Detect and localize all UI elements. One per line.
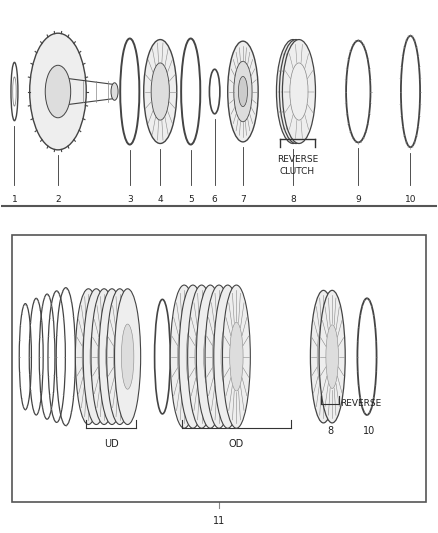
Text: 7: 7 bbox=[240, 195, 246, 204]
Ellipse shape bbox=[75, 289, 102, 424]
Ellipse shape bbox=[319, 290, 345, 423]
Ellipse shape bbox=[121, 324, 134, 389]
Ellipse shape bbox=[234, 61, 252, 122]
Ellipse shape bbox=[91, 289, 117, 424]
Text: 5: 5 bbox=[188, 195, 194, 204]
Ellipse shape bbox=[195, 322, 208, 391]
Text: REVERSE
CLUTCH: REVERSE CLUTCH bbox=[277, 155, 318, 176]
Ellipse shape bbox=[151, 63, 170, 120]
Ellipse shape bbox=[187, 285, 215, 428]
Ellipse shape bbox=[107, 289, 133, 424]
Text: 9: 9 bbox=[355, 195, 361, 204]
Ellipse shape bbox=[196, 285, 224, 428]
Ellipse shape bbox=[99, 289, 125, 424]
Ellipse shape bbox=[283, 39, 315, 143]
Text: 3: 3 bbox=[127, 195, 133, 204]
Ellipse shape bbox=[106, 324, 118, 389]
Text: 8: 8 bbox=[327, 425, 333, 435]
Ellipse shape bbox=[115, 289, 141, 424]
Ellipse shape bbox=[212, 322, 226, 391]
Ellipse shape bbox=[82, 324, 95, 389]
Ellipse shape bbox=[228, 41, 258, 142]
Ellipse shape bbox=[179, 285, 207, 428]
Ellipse shape bbox=[90, 324, 102, 389]
Ellipse shape bbox=[317, 325, 330, 389]
Text: 8: 8 bbox=[290, 195, 296, 204]
Ellipse shape bbox=[186, 322, 200, 391]
Text: 11: 11 bbox=[213, 516, 225, 526]
Ellipse shape bbox=[214, 285, 242, 428]
Ellipse shape bbox=[279, 39, 312, 143]
Ellipse shape bbox=[83, 289, 110, 424]
Text: 6: 6 bbox=[212, 195, 218, 204]
Text: 10: 10 bbox=[363, 425, 375, 435]
Text: OD: OD bbox=[229, 439, 244, 449]
Ellipse shape bbox=[223, 285, 251, 428]
Ellipse shape bbox=[144, 39, 177, 143]
Ellipse shape bbox=[326, 325, 339, 389]
Ellipse shape bbox=[45, 65, 71, 118]
Ellipse shape bbox=[204, 322, 217, 391]
Ellipse shape bbox=[111, 83, 118, 100]
Text: UD: UD bbox=[104, 439, 119, 449]
Ellipse shape bbox=[205, 285, 233, 428]
Ellipse shape bbox=[98, 324, 110, 389]
Ellipse shape bbox=[170, 285, 198, 428]
Text: 10: 10 bbox=[405, 195, 416, 204]
Ellipse shape bbox=[113, 324, 126, 389]
Text: 1: 1 bbox=[11, 195, 18, 204]
Ellipse shape bbox=[177, 322, 191, 391]
Ellipse shape bbox=[221, 322, 234, 391]
Ellipse shape bbox=[230, 322, 243, 391]
Ellipse shape bbox=[276, 39, 310, 143]
Ellipse shape bbox=[311, 290, 336, 423]
Ellipse shape bbox=[30, 33, 86, 150]
Text: REVERSE: REVERSE bbox=[340, 399, 381, 408]
Text: 4: 4 bbox=[157, 195, 163, 204]
Ellipse shape bbox=[238, 76, 247, 107]
Text: 2: 2 bbox=[55, 195, 61, 204]
